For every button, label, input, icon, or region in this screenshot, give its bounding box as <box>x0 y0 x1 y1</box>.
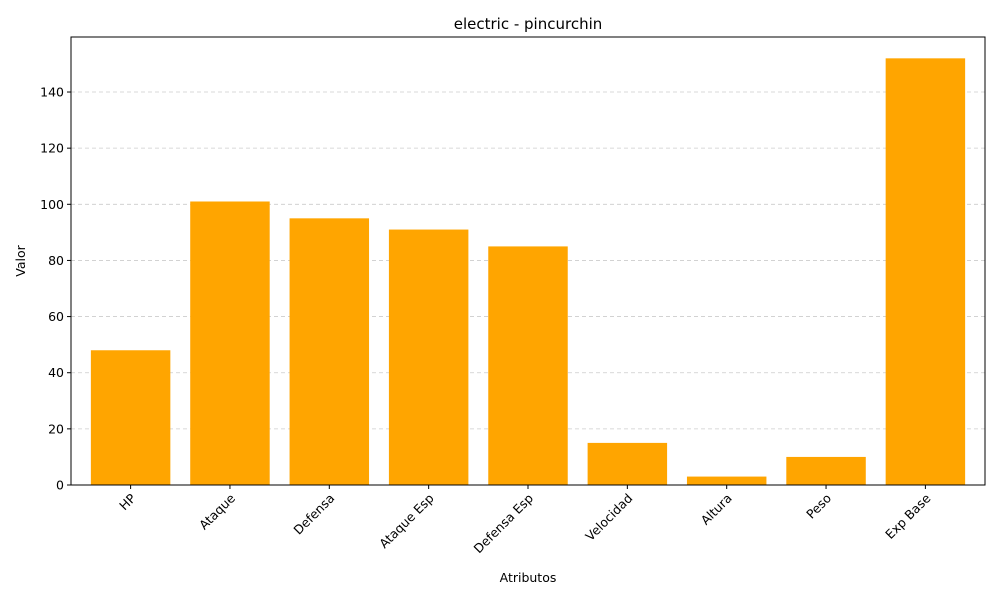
y-tick-label: 0 <box>56 478 64 493</box>
x-axis-label: Atributos <box>500 570 557 585</box>
bars <box>90 58 966 486</box>
bar-exp-base <box>885 58 966 485</box>
bar-defensa-esp <box>488 246 568 485</box>
chart-title: electric - pincurchin <box>454 15 603 33</box>
bar-ataque <box>190 201 270 486</box>
y-tick-label: 80 <box>48 253 64 268</box>
bar-velocidad <box>587 442 668 485</box>
bar-ataque-esp <box>388 229 469 485</box>
y-tick-label: 120 <box>40 141 64 156</box>
y-tick-label: 20 <box>48 421 64 436</box>
y-axis-label: Valor <box>13 244 28 276</box>
y-tick-label: 40 <box>48 365 64 380</box>
y-tick-label: 60 <box>48 309 64 324</box>
y-axis-ticks: 0 20 40 60 80 100 120 140 <box>40 85 71 493</box>
bar-hp <box>90 350 171 485</box>
bar-defensa <box>289 218 370 486</box>
y-tick-label: 140 <box>40 85 64 100</box>
bar-peso <box>786 456 866 485</box>
y-tick-label: 100 <box>40 197 64 212</box>
bar-altura <box>686 476 767 485</box>
